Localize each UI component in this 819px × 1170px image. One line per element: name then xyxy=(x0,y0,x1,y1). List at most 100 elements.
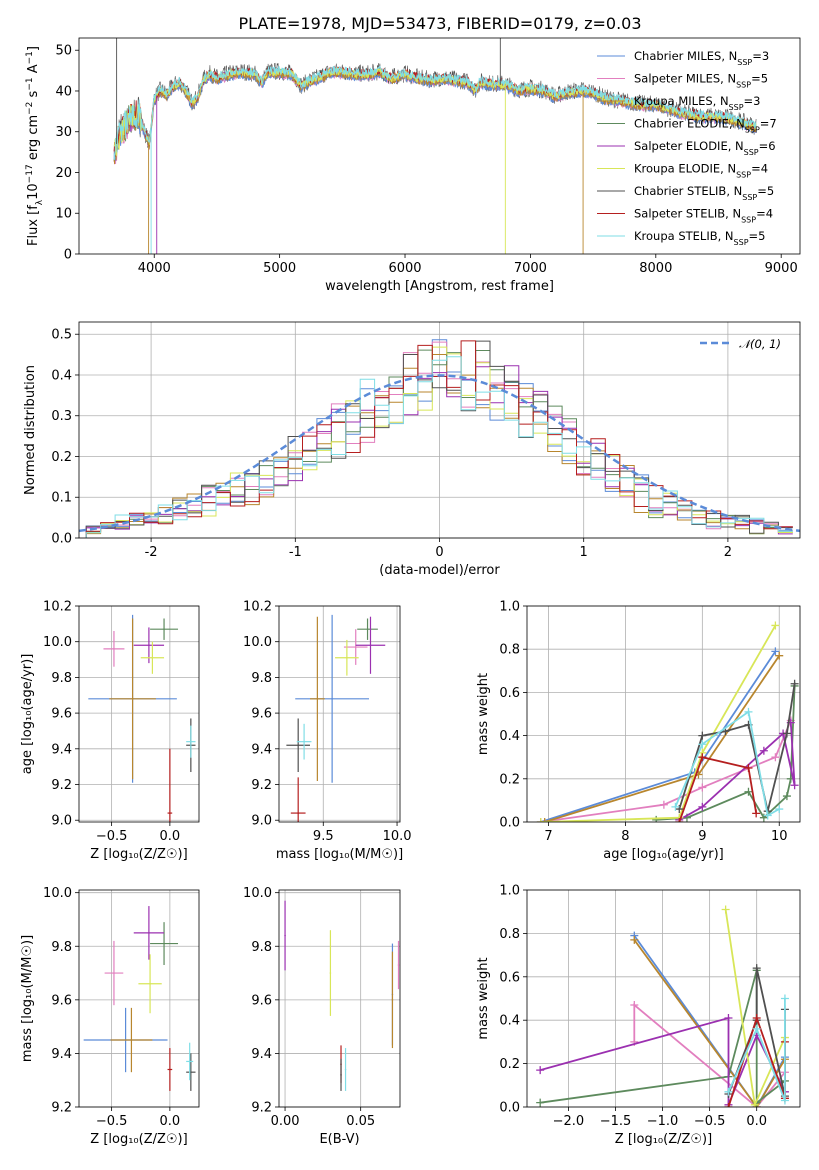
y-tick-label: 0.6 xyxy=(499,970,520,985)
y-axis-label: Normed distribution xyxy=(23,365,38,495)
x-tick-label: 0 xyxy=(435,545,443,560)
y-tick-label: 1.0 xyxy=(499,600,520,615)
y-tick-label: 10.2 xyxy=(243,600,272,615)
y-tick-label: 0 xyxy=(64,248,72,263)
legend-sub: SSP xyxy=(745,125,760,134)
x-axis-label: Z [log₁₀(Z/Z☉)] xyxy=(90,1132,187,1147)
weight-marker xyxy=(752,809,761,818)
axes-frame xyxy=(78,37,801,255)
plot-area xyxy=(536,621,799,822)
data-point xyxy=(163,942,165,945)
spectrum-axes: 4000 5000 6000 7000 8000 9000 0 10 20 30 40 50 wavel… xyxy=(25,37,801,294)
y-label-part: −2 xyxy=(25,102,35,115)
y-label-part: ] xyxy=(26,46,41,51)
x-axis-label: Z [log₁₀(Z/Z☉)] xyxy=(90,847,187,862)
plot-area xyxy=(83,906,196,1091)
weight-marker xyxy=(782,792,791,801)
grid xyxy=(279,890,400,1108)
plot-area xyxy=(284,900,400,1091)
data-point xyxy=(369,644,372,647)
weight-line-0 xyxy=(540,650,777,822)
y-tick-label: 9.6 xyxy=(51,993,72,1008)
axes-frame xyxy=(526,889,801,1108)
weight-marker xyxy=(724,1103,733,1107)
x-tick-label: 0.00 xyxy=(271,1114,300,1129)
y-label-part: A xyxy=(26,64,41,77)
legend-sub: SSP xyxy=(744,148,759,157)
y-label-part: −1 xyxy=(25,51,35,64)
y-tick-label: 10.0 xyxy=(243,886,272,901)
x-tick-label: 4000 xyxy=(138,261,171,276)
axes-frame xyxy=(526,605,801,823)
y-tick-label: 9.8 xyxy=(51,671,72,686)
legend-tail: =3 xyxy=(744,94,761,108)
x-tick-label: 1 xyxy=(580,545,588,560)
weight-marker xyxy=(771,753,780,762)
x-axis-label: E(B-V) xyxy=(319,1132,359,1147)
x-tick-label: −2.0 xyxy=(553,1114,585,1129)
grid xyxy=(527,605,800,823)
data-point xyxy=(188,1060,191,1063)
data-point xyxy=(284,934,286,937)
y-tick-label: 9.4 xyxy=(51,1047,72,1062)
legend-name: Chabrier MILES, N xyxy=(634,49,737,63)
x-axis-label: (data-model)/error xyxy=(379,563,500,578)
legend-sub: SSP xyxy=(729,103,744,112)
axes-frame xyxy=(278,605,401,823)
weight-marker xyxy=(744,787,753,796)
y-tick-label: 0.0 xyxy=(499,1101,520,1116)
data-point xyxy=(303,740,305,743)
y-tick-label: 0.4 xyxy=(499,1014,520,1029)
x-tick-label: 8000 xyxy=(639,261,672,276)
weight-marker xyxy=(775,651,784,660)
y-label-part: erg cm xyxy=(26,115,41,164)
y-tick-label: 30 xyxy=(55,125,72,140)
weight-marker xyxy=(630,1001,639,1010)
legend-tail: =6 xyxy=(759,139,776,153)
x-axis-label: wavelength [Angstrom, rest frame] xyxy=(325,279,554,294)
weight-marker xyxy=(752,964,761,973)
data-point xyxy=(163,628,165,631)
legend-name: Salpeter ELODIE, N xyxy=(634,139,744,153)
data-point xyxy=(366,628,369,631)
weight-marker xyxy=(782,729,791,738)
y-tick-label: 9.4 xyxy=(251,742,272,757)
figure-title: PLATE=1978, MJD=53473, FIBERID=0179, z=0… xyxy=(238,14,641,33)
age-vs-mass-axes: 9.5 10.0 9.0 9.2 9.4 9.6 9.8 10.0 10.2 mass [log₁… xyxy=(243,600,411,863)
data-point xyxy=(344,1068,347,1071)
legend-entry: Chabrier MILES, NSSP=3 xyxy=(634,49,769,67)
legend-name: Chabrier ELODIE, N xyxy=(634,117,745,131)
y-tick-label: 0.0 xyxy=(51,532,72,547)
y-tick-label: 9.2 xyxy=(251,1101,272,1116)
grid xyxy=(279,605,400,822)
x-tick-label: 7 xyxy=(544,829,552,844)
y-label-part: Flux [f xyxy=(26,205,41,246)
y-tick-label: 9.4 xyxy=(251,1047,272,1062)
weight-marker xyxy=(759,746,768,755)
y-axis-label: age [log₁₀(age/yr)] xyxy=(20,654,35,775)
x-axis-label: Z [log₁₀(Z/Z☉)] xyxy=(615,1132,712,1147)
x-tick-label: 7000 xyxy=(514,261,547,276)
y-tick-label: 9.8 xyxy=(51,940,72,955)
axes-frame xyxy=(78,605,200,823)
legend-sub: SSP xyxy=(741,215,756,224)
y-tick-label: 10.2 xyxy=(43,600,72,615)
x-axis-label: age [log₁₀(age/yr)] xyxy=(603,847,724,862)
y-tick-label: 1.0 xyxy=(499,884,520,899)
weight-marker xyxy=(750,1100,759,1107)
data-point xyxy=(346,656,348,659)
y-tick-label: 9.8 xyxy=(251,671,272,686)
data-point xyxy=(169,1068,171,1071)
x-tick-label: -1 xyxy=(289,545,302,560)
x-tick-label: −1.5 xyxy=(600,1114,632,1129)
weight-marker xyxy=(744,707,753,716)
mass-vs-Z-axes: −0.5 0.0 9.2 9.4 9.6 9.8 10.0 Z [log₁₀(Z/Z☉)] ma… xyxy=(20,886,200,1147)
weight-marker xyxy=(659,800,668,809)
data-point xyxy=(391,999,394,1001)
weight-marker xyxy=(698,740,707,749)
weight-marker xyxy=(698,731,707,740)
y-tick-label: 0.5 xyxy=(51,328,72,343)
y-axis-label: mass [log₁₀(M/M☉)] xyxy=(20,935,35,1062)
x-tick-label: 2 xyxy=(724,545,732,560)
x-tick-label: −1.0 xyxy=(647,1114,679,1129)
